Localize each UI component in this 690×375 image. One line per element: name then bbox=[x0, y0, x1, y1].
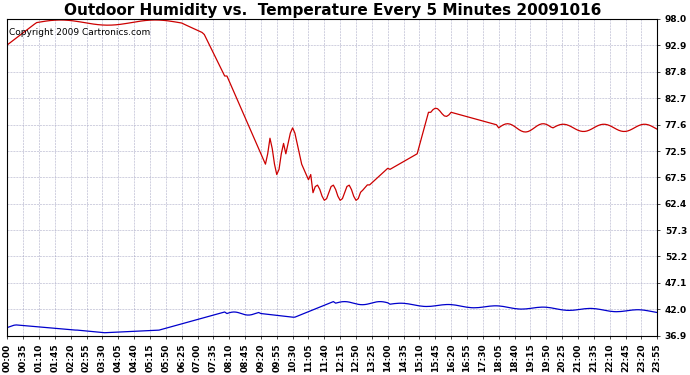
Title: Outdoor Humidity vs.  Temperature Every 5 Minutes 20091016: Outdoor Humidity vs. Temperature Every 5… bbox=[63, 3, 601, 18]
Text: Copyright 2009 Cartronics.com: Copyright 2009 Cartronics.com bbox=[8, 28, 150, 38]
